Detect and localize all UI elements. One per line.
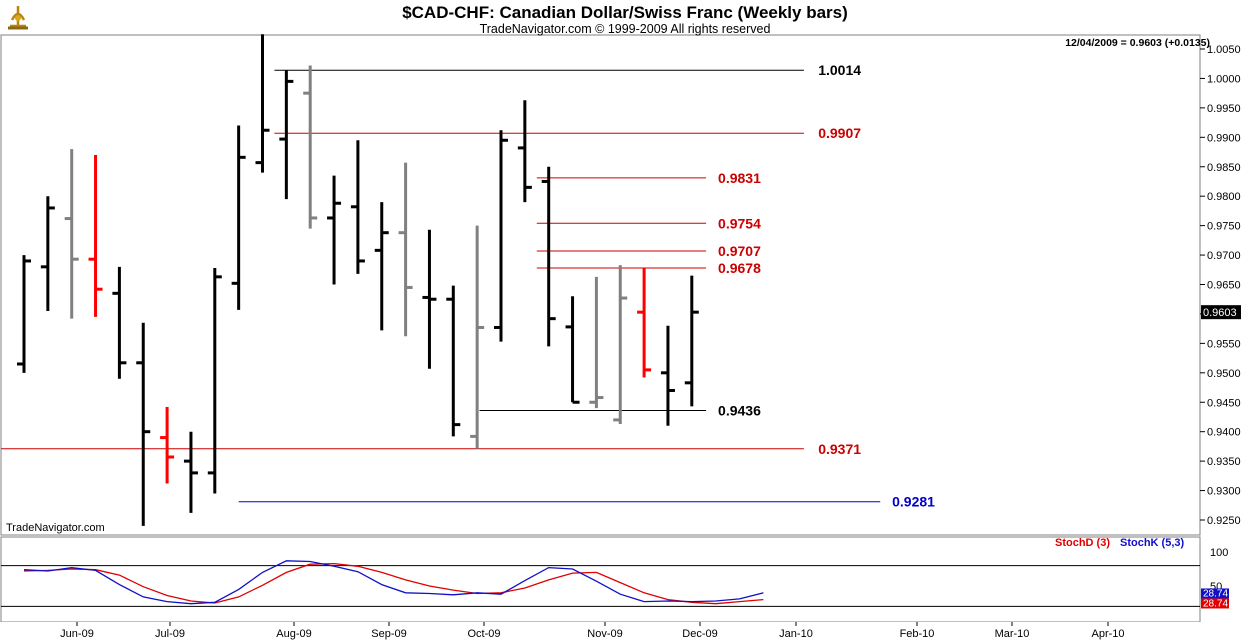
price-tick-label: 0.9800: [1207, 191, 1241, 203]
level-label-0.9831: 0.9831: [718, 170, 761, 186]
ohlc-bar: [17, 255, 31, 373]
date-tick-label: Oct-09: [467, 628, 500, 640]
legend-stochd: StochD (3): [1055, 537, 1110, 549]
price-bars: [17, 34, 699, 526]
date-tick-label: Nov-09: [587, 628, 622, 640]
ohlc-bar: [470, 225, 485, 449]
stochd-last-box: [1201, 598, 1229, 609]
price-tick-label: 0.9400: [1207, 427, 1241, 439]
date-axis: Jun-09 Jul-09 Aug-09 Sep-09 Oct-09 Nov-09 Dec-…: [60, 622, 1125, 640]
ohlc-bar: [374, 202, 389, 331]
stoch-tick-label: 100: [1210, 547, 1228, 559]
ohlc-bar: [613, 265, 628, 425]
ohlc-bar: [207, 268, 222, 494]
copyright-line: TradeNavigator.com © 1999-2009 All right…: [479, 22, 771, 36]
ohlc-bar: [565, 296, 580, 404]
legend-stochk: StochK (5,3): [1120, 537, 1185, 549]
ohlc-bar: [350, 140, 365, 274]
ohlc-bar: [303, 65, 318, 229]
ohlc-bar: [40, 196, 55, 311]
price-tick-label: 0.9500: [1207, 368, 1241, 380]
ohlc-bar: [112, 266, 127, 379]
last-price-label: 0.9603: [1203, 307, 1237, 319]
date-tick-label: Aug-09: [276, 628, 311, 640]
chart-title: $CAD-CHF: Canadian Dollar/Swiss Franc (W…: [402, 3, 848, 22]
ohlc-bar: [660, 325, 675, 426]
level-label-0.9678: 0.9678: [718, 260, 761, 276]
brand-watermark: TradeNavigator.com: [6, 522, 105, 534]
price-panel: [0, 34, 1201, 536]
price-tick-label: 0.9250: [1207, 515, 1241, 527]
level-label-0.9436: 0.9436: [718, 402, 761, 418]
stochd-last-value: 28.74: [1203, 598, 1228, 609]
date-tick-label: Sep-09: [371, 628, 406, 640]
price-tick-label: 0.9350: [1207, 456, 1241, 468]
ohlc-bar: [88, 154, 103, 317]
level-label-0.9907: 0.9907: [818, 125, 861, 141]
ohlc-bar: [398, 162, 413, 337]
ohlc-bar: [637, 268, 652, 378]
ohlc-bar: [183, 431, 198, 513]
level-label-0.9754: 0.9754: [718, 215, 761, 231]
last-price-marker: 0.9603: [1201, 305, 1241, 320]
price-tick-label: 0.9950: [1207, 103, 1241, 115]
price-tick-label: 1.0000: [1207, 73, 1241, 85]
ohlc-bar: [684, 275, 699, 407]
stoch-series-line: [23, 560, 764, 605]
stoch-series-line: [23, 562, 764, 605]
ohlc-bar: [446, 285, 461, 437]
date-tick-label: Jul-09: [155, 628, 185, 640]
level-label-1.0014: 1.0014: [818, 62, 861, 78]
level-label-0.9281: 0.9281: [892, 494, 935, 510]
ohlc-bar: [279, 70, 294, 200]
level-label-0.9707: 0.9707: [718, 243, 761, 259]
price-tick-label: 0.9650: [1207, 280, 1241, 292]
ohlc-bar: [64, 149, 79, 319]
price-tick-label: 0.9450: [1207, 397, 1241, 409]
price-tick-label: 0.9750: [1207, 221, 1241, 233]
ohlc-bar: [255, 34, 270, 173]
date-tick-label: Jun-09: [60, 628, 94, 640]
last-price-readout: 12/04/2009 = 0.9603 (+0.0135): [1065, 37, 1210, 49]
ohlc-bar: [517, 100, 532, 203]
stochastic-panel: [0, 536, 1201, 623]
date-tick-label: Mar-10: [995, 628, 1030, 640]
price-tick-label: 1.0050: [1207, 44, 1241, 56]
ohlc-bar: [327, 175, 342, 285]
ohlc-bar: [422, 229, 437, 369]
stochk-last-value: 28.74: [1203, 588, 1228, 599]
ohlc-bar: [494, 130, 508, 342]
level-label-0.9371: 0.9371: [818, 441, 861, 457]
date-tick-label: Feb-10: [900, 628, 935, 640]
sextant-logo-icon: [8, 6, 28, 30]
ohlc-bar: [589, 276, 604, 409]
price-tick-label: 0.9850: [1207, 162, 1241, 174]
ohlc-bar: [160, 406, 175, 484]
price-tick-label: 0.9900: [1207, 132, 1241, 144]
ohlc-bar: [136, 322, 151, 526]
ohlc-bar: [231, 125, 246, 310]
date-tick-label: Dec-09: [682, 628, 717, 640]
price-tick-label: 0.9700: [1207, 250, 1241, 262]
price-tick-label: 0.9300: [1207, 486, 1241, 498]
date-tick-label: Apr-10: [1091, 628, 1124, 640]
stochk-last-box: [1201, 588, 1229, 599]
last-price-box: [1201, 305, 1241, 320]
date-axis-strip: [0, 622, 1250, 643]
date-tick-label: Jan-10: [779, 628, 813, 640]
ohlc-bar: [541, 166, 556, 347]
price-tick-label: 0.9550: [1207, 338, 1241, 350]
